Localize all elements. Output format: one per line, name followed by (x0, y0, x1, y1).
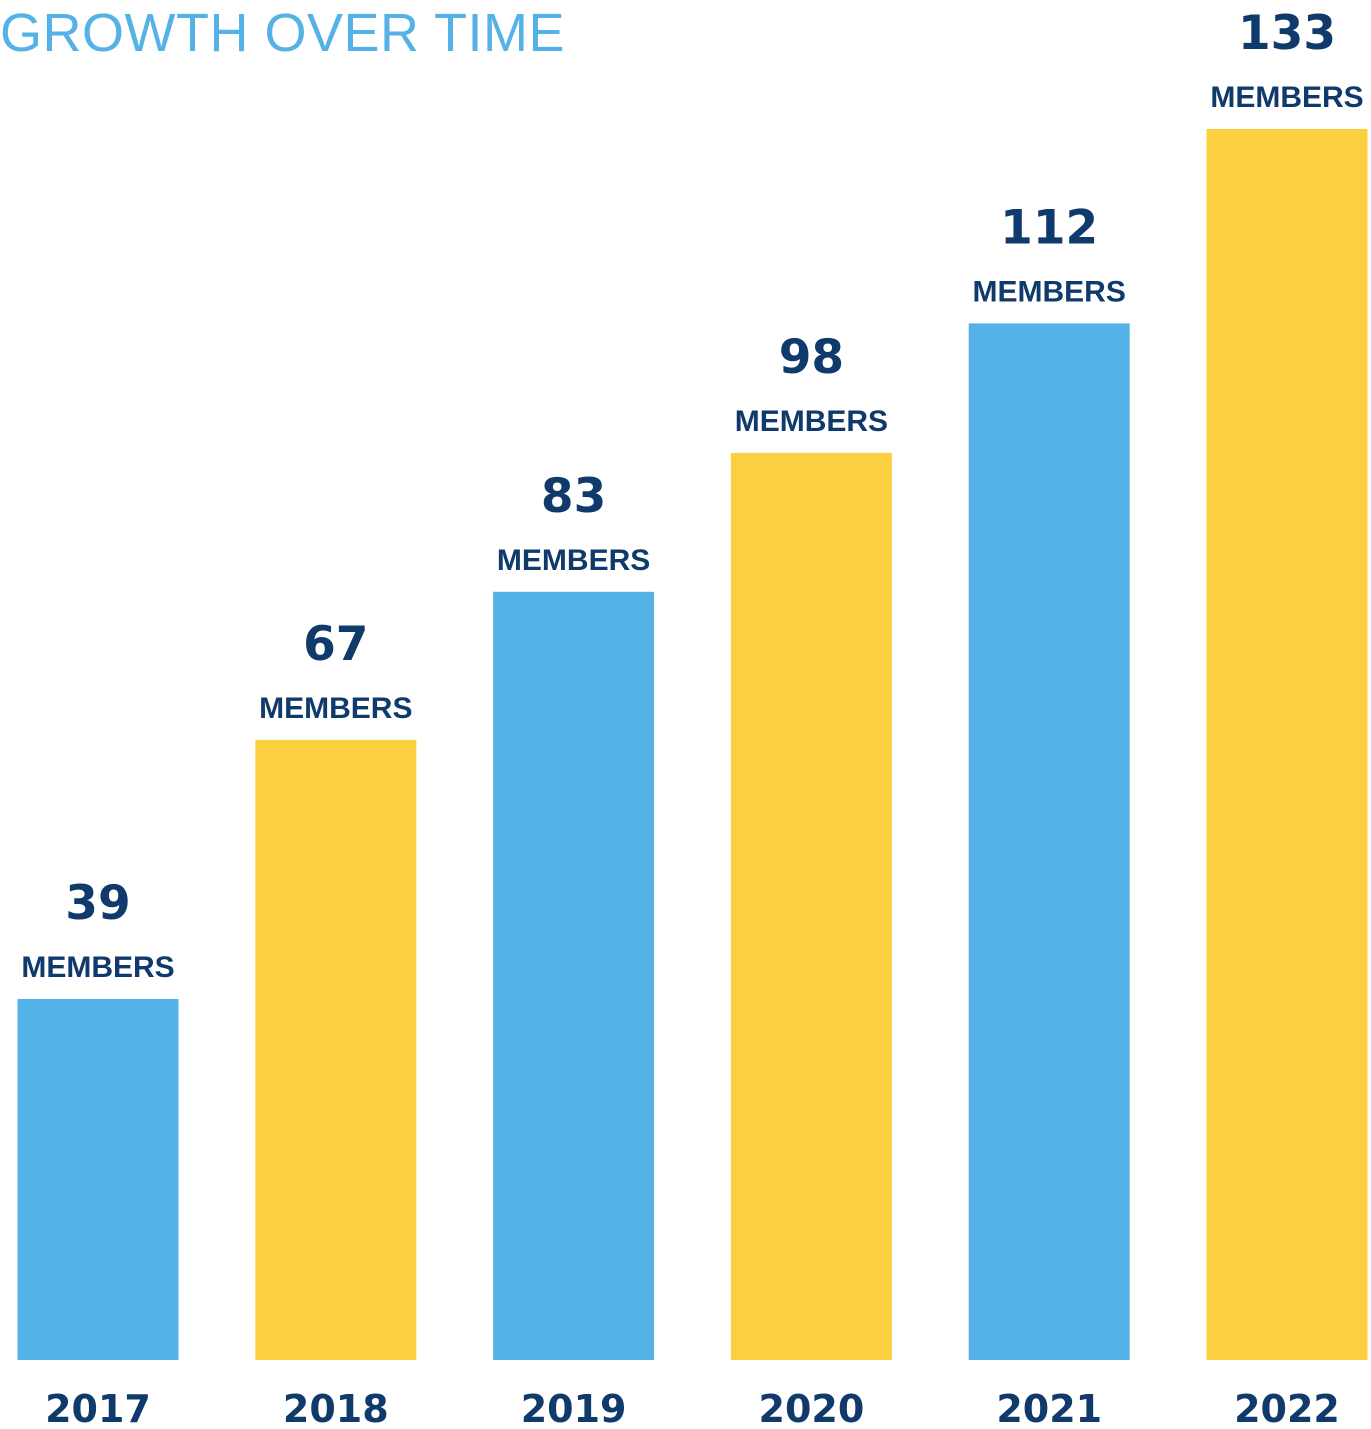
unit-label-2017: MEMBERS (21, 951, 174, 984)
year-label-2017: 2017 (45, 1387, 151, 1429)
bar-2021 (968, 323, 1130, 1360)
year-label-2020: 2020 (759, 1387, 865, 1429)
value-label-2020: 98 (779, 330, 844, 385)
year-label-2018: 2018 (283, 1387, 389, 1429)
value-label-2022: 133 (1238, 6, 1336, 61)
value-label-2021: 112 (1000, 200, 1098, 255)
unit-label-2019: MEMBERS (497, 544, 650, 577)
unit-label-2022: MEMBERS (1210, 81, 1363, 114)
bars-layer (17, 129, 1368, 1360)
bar-2017 (17, 999, 179, 1360)
year-label-2021: 2021 (996, 1387, 1102, 1429)
chart-title: GROWTH OVER TIME (0, 3, 566, 63)
value-label-2019: 83 (541, 469, 606, 524)
bar-2018 (255, 739, 417, 1360)
unit-label-2018: MEMBERS (259, 692, 412, 725)
year-label-2022: 2022 (1234, 1387, 1340, 1429)
unit-label-2020: MEMBERS (735, 405, 888, 438)
year-label-2019: 2019 (521, 1387, 627, 1429)
value-label-2017: 39 (65, 876, 130, 931)
value-label-2018: 67 (303, 617, 368, 672)
bar-2020 (730, 452, 892, 1360)
labels-layer: 39 MEMBERS 2017 67 MEMBERS 2018 83 MEMBERS 2019 9… (21, 6, 1363, 1429)
bar-2019 (493, 591, 655, 1360)
bar-2022 (1206, 129, 1368, 1360)
unit-label-2021: MEMBERS (973, 275, 1126, 308)
